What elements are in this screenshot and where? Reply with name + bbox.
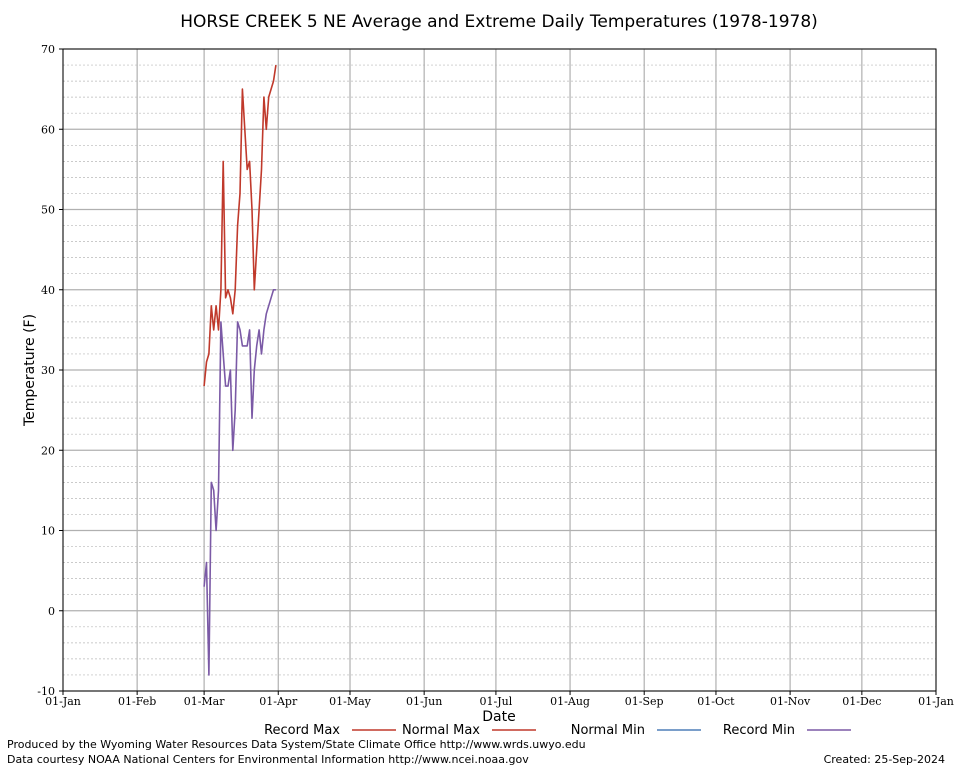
y-tick-label: 70 xyxy=(41,43,55,56)
legend-label-record-min: Record Min xyxy=(723,723,795,738)
x-tick-label: 01-Oct xyxy=(697,695,735,708)
legend-label-normal-max: Normal Max xyxy=(402,723,480,738)
legend-label-normal-min: Normal Min xyxy=(571,723,645,738)
x-tick-label: 01-Mar xyxy=(184,695,226,708)
x-tick-label: 01-Nov xyxy=(770,695,811,708)
x-tick-label: 01-Jun xyxy=(406,695,442,708)
x-tick-label: 01-Jan xyxy=(45,695,81,708)
footer-credit-wrds: Produced by the Wyoming Water Resources … xyxy=(7,738,586,751)
x-tick-label: 01-Sep xyxy=(625,695,664,708)
legend: Record Max Normal Max Normal Min Record Min xyxy=(264,723,851,738)
footer-credit-ncei: Data courtesy NOAA National Centers for … xyxy=(7,753,529,766)
x-tick-label: 01-May xyxy=(329,695,372,708)
y-tick-label: 50 xyxy=(41,204,55,217)
x-tick-label: 01-Jul xyxy=(480,695,513,708)
y-tick-label: 20 xyxy=(41,444,55,457)
y-axis-ticks: -10 0 10 20 30 40 50 60 70 xyxy=(37,43,63,698)
x-tick-label: 01-Aug xyxy=(550,695,590,708)
x-axis-label: Date xyxy=(482,709,515,725)
series-line-record-min xyxy=(203,288,276,676)
y-axis-label: Temperature (F) xyxy=(22,314,38,427)
x-tick-label: 01-Feb xyxy=(118,695,156,708)
series-line-record-max xyxy=(203,64,277,387)
chart-title: HORSE CREEK 5 NE Average and Extreme Dai… xyxy=(180,12,818,32)
x-axis-ticks: 01-Jan 01-Feb 01-Mar 01-Apr 01-May 01-Jun 01-J… xyxy=(45,691,954,708)
x-tick-label: 01-Jan xyxy=(918,695,954,708)
grid xyxy=(62,48,937,692)
y-tick-label: -10 xyxy=(37,685,55,698)
footer-created-date: Created: 25-Sep-2024 xyxy=(824,753,945,766)
y-tick-label: 40 xyxy=(41,284,55,297)
series-lines xyxy=(203,64,277,676)
y-tick-label: 30 xyxy=(41,364,55,377)
y-tick-label: 60 xyxy=(41,123,55,136)
x-tick-label: 01-Apr xyxy=(259,695,298,708)
legend-label-record-max: Record Max xyxy=(264,723,340,738)
y-tick-label: 0 xyxy=(48,605,55,618)
y-tick-label: 10 xyxy=(41,525,55,538)
x-tick-label: 01-Dec xyxy=(842,695,881,708)
